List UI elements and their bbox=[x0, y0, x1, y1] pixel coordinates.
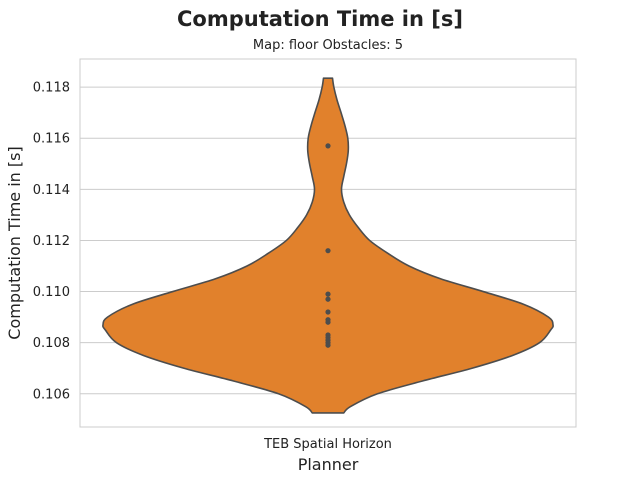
y-tick-label: 0.118 bbox=[33, 81, 70, 96]
y-tick-label: 0.114 bbox=[33, 183, 70, 198]
data-point bbox=[325, 291, 331, 297]
data-point bbox=[325, 143, 331, 149]
y-tick-label: 0.112 bbox=[33, 234, 70, 249]
y-tick-label: 0.108 bbox=[33, 336, 70, 351]
chart-title: Computation Time in [s] bbox=[177, 7, 463, 31]
data-point bbox=[325, 248, 331, 254]
x-tick-label: TEB Spatial Horizon bbox=[263, 437, 392, 452]
y-tick-label: 0.110 bbox=[33, 285, 70, 300]
violin-body bbox=[102, 77, 554, 414]
y-tick-label: 0.116 bbox=[33, 132, 70, 147]
data-point bbox=[325, 296, 331, 302]
data-point bbox=[325, 319, 331, 325]
y-tick-labels: 0.106 0.108 0.110 0.112 0.114 0.116 0.118 bbox=[33, 81, 70, 403]
plot-frame bbox=[79, 58, 577, 428]
x-axis-label: Planner bbox=[298, 455, 359, 474]
y-tick-label: 0.106 bbox=[33, 387, 70, 402]
x-tick-labels: TEB Spatial Horizon bbox=[263, 437, 392, 452]
y-axis-label: Computation Time in [s] bbox=[5, 146, 24, 339]
data-point bbox=[325, 342, 331, 348]
chart-subtitle: Map: floor Obstacles: 5 bbox=[253, 38, 403, 53]
data-point bbox=[325, 309, 331, 315]
violin-layer bbox=[102, 77, 554, 414]
data-points bbox=[325, 143, 331, 348]
